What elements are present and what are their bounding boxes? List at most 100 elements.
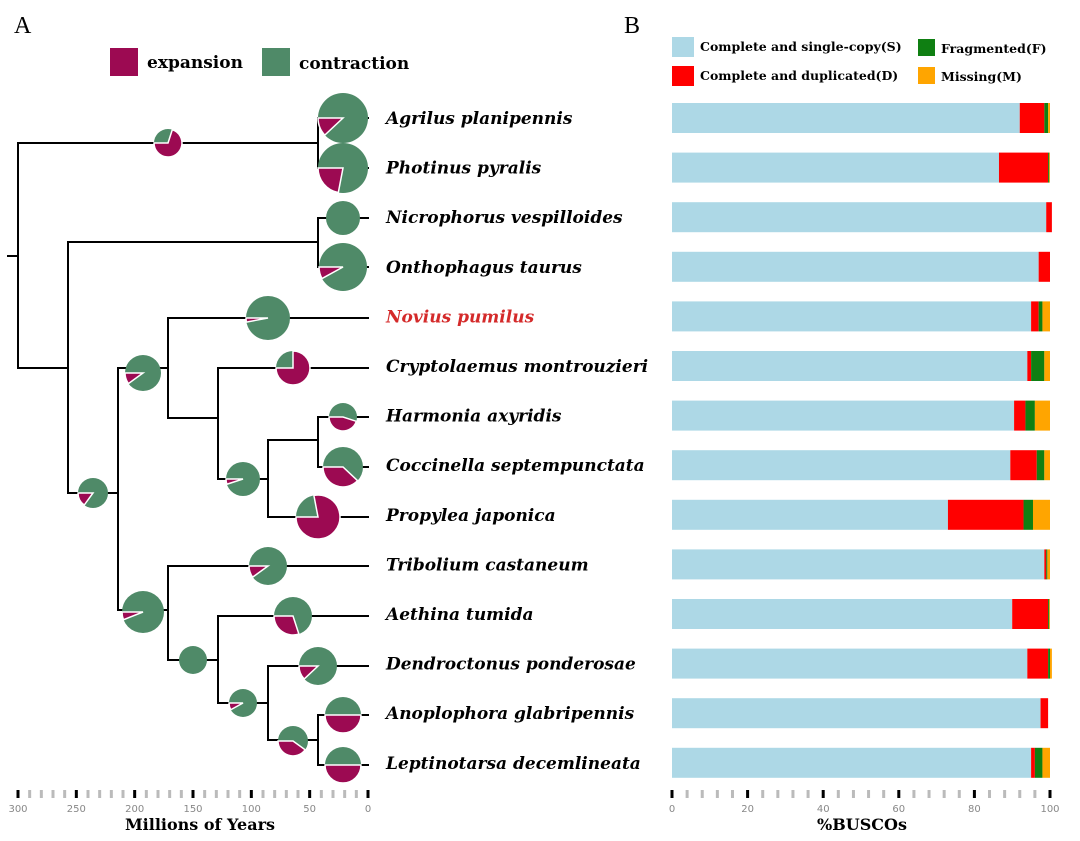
species-label: Dendroctonus ponderosae: [385, 655, 636, 675]
time-tick-label: 300: [8, 804, 27, 815]
busco-bar-segment: [672, 152, 999, 183]
axis-minor-tick: [1003, 790, 1007, 798]
node-pie-chart: [228, 689, 257, 717]
axis-minor-tick: [354, 790, 358, 798]
axis-minor-tick: [156, 790, 160, 798]
busco-bar-segment: [1044, 450, 1050, 481]
leaf-pie-chart: [322, 447, 363, 488]
axis-minor-tick: [51, 790, 55, 798]
axis-minor-tick: [776, 790, 780, 798]
busco-bar-segment: [1012, 599, 1049, 629]
busco-bar-segment: [1044, 549, 1047, 580]
busco-bar-segment: [1032, 499, 1050, 530]
axis-minor-tick: [63, 790, 67, 798]
species-label: Aethina tumida: [384, 605, 534, 625]
busco-tick-label: 40: [817, 804, 830, 815]
leaf-pie-chart: [248, 547, 287, 585]
busco-tick-label: 100: [1040, 804, 1059, 815]
pie-expansion-slice: [328, 416, 358, 432]
busco-bar-segment: [1040, 698, 1049, 729]
pie-expansion-slice: [318, 266, 344, 280]
axis-minor-tick: [144, 790, 148, 798]
time-tick-label: 200: [125, 804, 144, 815]
axis-minor-tick: [203, 790, 207, 798]
axis-major-tick: [972, 790, 976, 798]
leaf-pie-chart: [317, 93, 368, 143]
busco-bar-segment: [1027, 351, 1032, 381]
busco-bar-segment: [1048, 599, 1050, 629]
axis-major-tick: [16, 790, 20, 798]
species-label: Onthophagus taurus: [386, 258, 582, 278]
busco-legend-swatch: [672, 37, 694, 57]
busco-bar-segment: [998, 152, 1049, 183]
pie-expansion-slice: [322, 466, 359, 488]
axis-minor-tick: [1033, 790, 1037, 798]
pie-expansion-slice: [298, 665, 320, 681]
busco-bar-segment: [1034, 400, 1050, 431]
pie-expansion-slice: [228, 702, 244, 711]
axis-minor-tick: [39, 790, 43, 798]
busco-bar-segment: [1044, 103, 1049, 133]
busco-bar-segment: [1019, 103, 1045, 133]
axis-minor-tick: [214, 790, 218, 798]
axis-minor-tick: [806, 790, 810, 798]
busco-bar-segment: [1027, 648, 1049, 679]
busco-legend: Complete and single-copy(S) Complete and …: [672, 37, 1047, 86]
time-tick-label: 100: [242, 804, 261, 815]
species-label: Photinus pyralis: [385, 159, 542, 179]
axis-minor-tick: [851, 790, 855, 798]
busco-bar-segment: [1047, 549, 1050, 580]
axis-major-tick: [133, 790, 137, 798]
axis-minor-tick: [1018, 790, 1022, 798]
busco-bar-segment: [672, 450, 1011, 481]
time-tick-label: 250: [67, 804, 86, 815]
axis-minor-tick: [98, 790, 102, 798]
busco-tick-label: 60: [892, 804, 905, 815]
busco-bar-segment: [1038, 251, 1050, 282]
busco-legend-swatch: [918, 67, 935, 84]
busco-bar-segment: [672, 400, 1015, 431]
pie-expansion-slice: [77, 492, 95, 507]
axis-minor-tick: [319, 790, 323, 798]
busco-bar-segment: [1046, 549, 1048, 580]
node-pie-chart: [124, 355, 161, 391]
leaf-pie-chart: [328, 403, 358, 432]
axis-minor-tick: [179, 790, 183, 798]
busco-bar-segment: [1049, 599, 1050, 629]
busco-bar-segment: [1036, 450, 1045, 481]
axis-major-tick: [897, 790, 901, 798]
pie-expansion-slice: [324, 714, 362, 734]
species-label: Nicrophorus vespilloides: [385, 208, 623, 228]
busco-legend-label: Fragmented(F): [941, 41, 1047, 56]
busco-bar-segment: [1048, 152, 1050, 183]
busco-bar-segment: [672, 202, 1047, 233]
busco-bar-segment: [672, 549, 1045, 580]
axis-minor-tick: [86, 790, 90, 798]
pie-expansion-slice: [248, 565, 271, 579]
axis-major-tick: [74, 790, 78, 798]
axis-minor-tick: [28, 790, 32, 798]
pie-expansion-slice: [225, 478, 244, 486]
node-pie-chart: [153, 128, 183, 158]
leaf-pie-chart: [318, 243, 367, 291]
panel-b-label: B: [624, 13, 640, 39]
busco-bar-segment: [947, 499, 1024, 530]
axis-minor-tick: [700, 790, 704, 798]
busco-bar-segment: [1049, 152, 1050, 183]
species-label: Tribolium castaneum: [386, 555, 589, 575]
busco-bar-segment: [672, 301, 1032, 332]
busco-legend-label: Complete and single-copy(S): [700, 39, 902, 54]
leaf-pie-chart: [324, 697, 362, 734]
pie-expansion-slice: [245, 317, 269, 323]
legend-contraction-swatch: [262, 48, 290, 76]
axis-minor-tick: [331, 790, 335, 798]
axis-major-tick: [821, 790, 825, 798]
axis-minor-tick: [730, 790, 734, 798]
axis-minor-tick: [867, 790, 871, 798]
pie-expansion-slice: [295, 494, 341, 540]
axis-major-tick: [1048, 790, 1052, 798]
busco-bar-segment: [672, 599, 1013, 629]
busco-bar-segment: [1031, 301, 1039, 332]
